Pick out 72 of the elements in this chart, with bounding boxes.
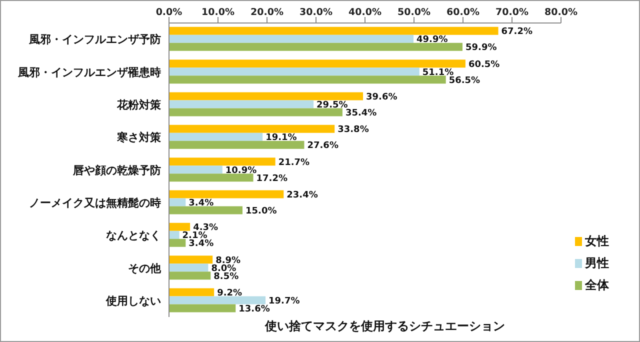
bar [169,76,446,84]
data-label: 29.5% [316,100,348,110]
bar [169,92,364,100]
x-tick-label: 0.0% [156,7,183,18]
data-label: 21.7% [278,158,310,168]
data-label: 51.1% [422,68,454,78]
bar [169,100,314,108]
bar [169,256,213,264]
data-label: 19.7% [268,296,300,306]
bar [169,222,190,231]
bar [169,304,236,312]
y-tick-label: 使用しない [105,294,161,308]
data-label: 59.9% [466,43,497,54]
y-tick-label: その他 [128,262,162,275]
bar [169,60,466,68]
bar [169,140,304,149]
bar [169,230,180,239]
bar [169,132,263,141]
legend-label: 男性 [585,255,609,272]
bar [169,124,335,133]
data-label: 39.6% [366,92,398,102]
bar [169,272,211,280]
data-label: 15.0% [246,206,277,216]
y-tick-label: ノーメイク又は無精髭の時 [29,196,161,210]
data-label: 35.4% [345,108,377,118]
data-label: 23.4% [286,190,318,200]
legend-label: 女性 [585,233,609,250]
x-tick-label: 70.0% [496,7,529,18]
x-tick-label: 60.0% [446,7,480,18]
bar [169,198,186,206]
data-label: 60.5% [468,60,500,70]
bar [169,206,242,214]
x-tick-label: 80.0% [544,7,578,18]
data-label: 67.2% [501,27,533,38]
bar [169,34,414,43]
legend-label: 全体 [585,277,609,294]
data-label: 17.2% [256,174,288,184]
data-label: 19.1% [266,133,297,144]
x-tick-label: 30.0% [300,7,333,18]
y-tick-label: 唇や顔の乾燥予防 [72,164,161,177]
y-tick-label: 風邪・インフルエンザ罹患時 [17,66,161,79]
bar [169,238,186,247]
bar [169,264,208,272]
bar [169,296,266,304]
bar [169,158,276,166]
data-label: 13.6% [238,304,270,314]
bar [169,166,222,174]
bar [169,108,342,116]
data-label: 49.9% [416,35,448,46]
data-label: 27.6% [307,141,338,152]
data-label: 3.4% [188,198,214,208]
data-label: 9.2% [217,288,242,298]
bar [169,26,498,35]
x-tick-label: 20.0% [250,7,284,18]
bar [169,190,284,198]
x-tick-label: 10.0% [202,7,235,18]
data-label: 56.5% [448,76,480,86]
bar [169,68,420,76]
x-tick-label: 50.0% [398,7,431,18]
bar [169,42,463,51]
data-label: 10.9% [225,166,257,176]
bar [169,174,254,182]
data-label: 8.5% [214,272,239,282]
y-tick-label: 風邪・インフルエンザ予防 [28,33,161,46]
x-tick-label: 40.0% [348,7,382,18]
y-tick-label: 花粉対策 [116,98,162,112]
y-tick-label: 寒さ対策 [116,131,162,144]
text: 使い捨てマスクを使用するシチュエーション [264,318,506,335]
bar [169,288,214,296]
data-label: 3.4% [188,239,214,250]
y-tick-label: なんとなく [106,229,161,242]
data-label: 33.8% [338,125,369,136]
